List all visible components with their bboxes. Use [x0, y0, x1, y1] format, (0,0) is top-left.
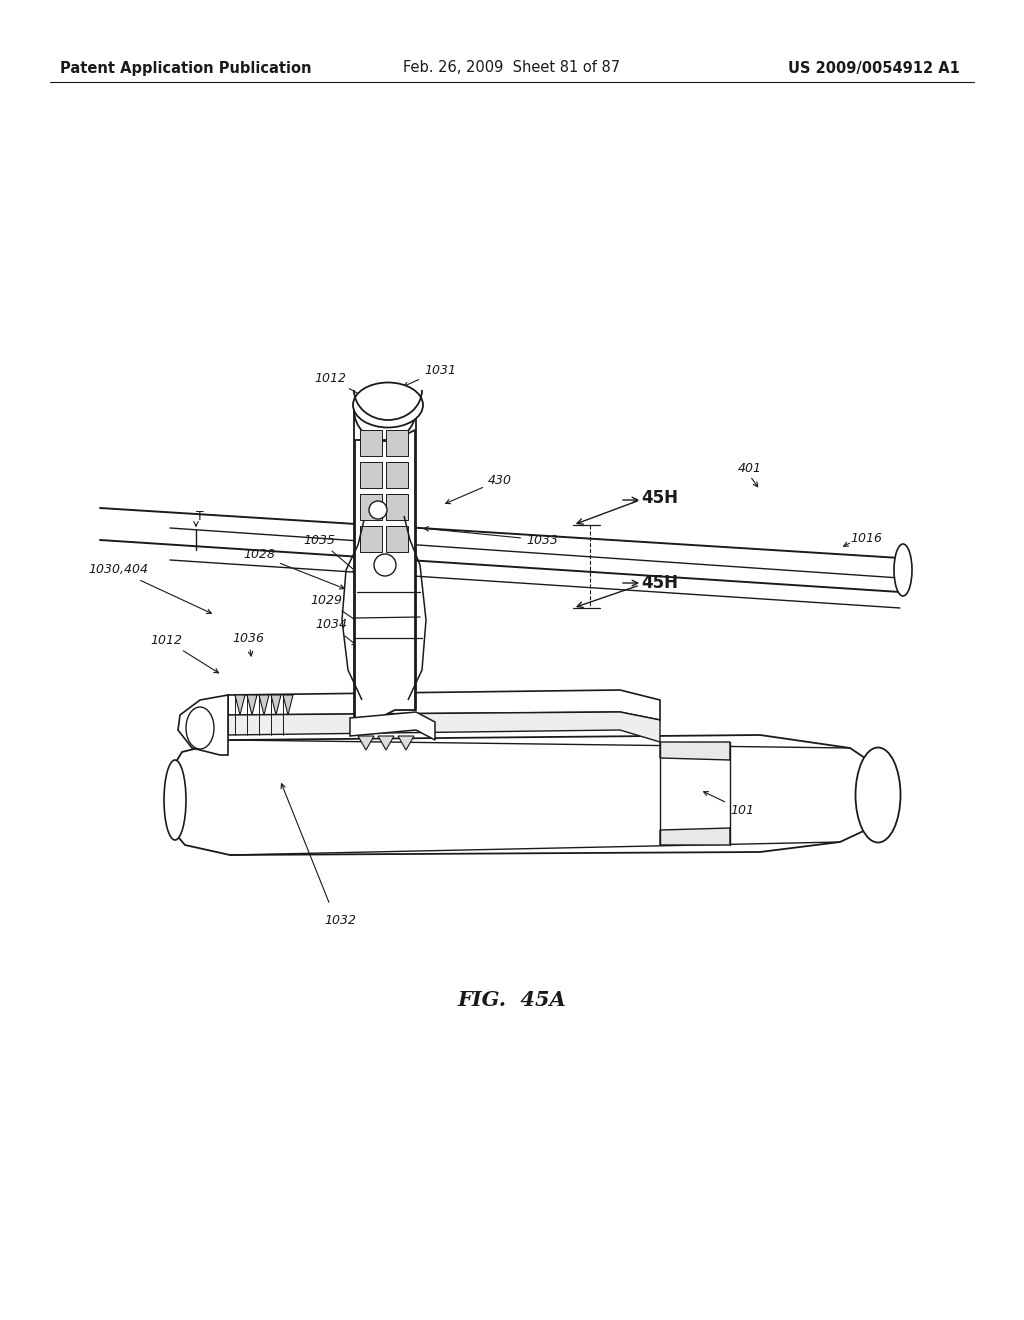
- FancyBboxPatch shape: [386, 462, 408, 488]
- Polygon shape: [398, 737, 414, 750]
- Text: FIG.  45A: FIG. 45A: [458, 990, 566, 1010]
- Text: 1036: 1036: [232, 631, 264, 656]
- Text: 45H: 45H: [641, 574, 679, 591]
- Ellipse shape: [369, 502, 387, 519]
- FancyBboxPatch shape: [360, 430, 382, 455]
- Text: 1012: 1012: [314, 371, 367, 399]
- FancyBboxPatch shape: [360, 494, 382, 520]
- Text: 1034: 1034: [315, 619, 356, 645]
- Ellipse shape: [353, 383, 423, 428]
- Text: 1033: 1033: [424, 527, 558, 546]
- Polygon shape: [271, 696, 281, 715]
- Text: o: o: [385, 565, 391, 576]
- FancyBboxPatch shape: [386, 494, 408, 520]
- Polygon shape: [378, 737, 394, 750]
- Text: 1031: 1031: [403, 363, 456, 387]
- Ellipse shape: [374, 554, 396, 576]
- Text: 101: 101: [703, 792, 754, 817]
- Text: 45H: 45H: [641, 488, 679, 507]
- Text: Feb. 26, 2009  Sheet 81 of 87: Feb. 26, 2009 Sheet 81 of 87: [403, 61, 621, 75]
- Ellipse shape: [164, 760, 186, 840]
- Polygon shape: [234, 696, 245, 715]
- FancyBboxPatch shape: [386, 430, 408, 455]
- Polygon shape: [283, 696, 293, 715]
- Polygon shape: [247, 696, 257, 715]
- Text: 1016: 1016: [850, 532, 882, 544]
- Polygon shape: [168, 735, 885, 855]
- Text: 1032: 1032: [324, 913, 356, 927]
- Polygon shape: [228, 711, 660, 742]
- Polygon shape: [178, 696, 228, 755]
- Polygon shape: [350, 711, 435, 741]
- Polygon shape: [355, 430, 415, 719]
- FancyBboxPatch shape: [386, 525, 408, 552]
- Text: 1028: 1028: [243, 549, 344, 589]
- Polygon shape: [228, 690, 660, 719]
- Text: 1030,404: 1030,404: [88, 564, 211, 614]
- Text: US 2009/0054912 A1: US 2009/0054912 A1: [788, 61, 961, 75]
- Text: 430: 430: [445, 474, 512, 504]
- Polygon shape: [660, 828, 730, 845]
- Text: 1012: 1012: [150, 634, 218, 673]
- Text: T: T: [197, 510, 204, 523]
- Ellipse shape: [186, 708, 214, 748]
- FancyBboxPatch shape: [360, 525, 382, 552]
- Ellipse shape: [855, 747, 900, 842]
- Ellipse shape: [894, 544, 912, 597]
- Polygon shape: [660, 742, 730, 760]
- Text: 401: 401: [738, 462, 762, 474]
- FancyBboxPatch shape: [360, 462, 382, 488]
- Text: 1029: 1029: [310, 594, 367, 628]
- Text: Patent Application Publication: Patent Application Publication: [60, 61, 311, 75]
- Polygon shape: [259, 696, 269, 715]
- Text: 1035: 1035: [303, 533, 357, 573]
- Polygon shape: [358, 737, 374, 750]
